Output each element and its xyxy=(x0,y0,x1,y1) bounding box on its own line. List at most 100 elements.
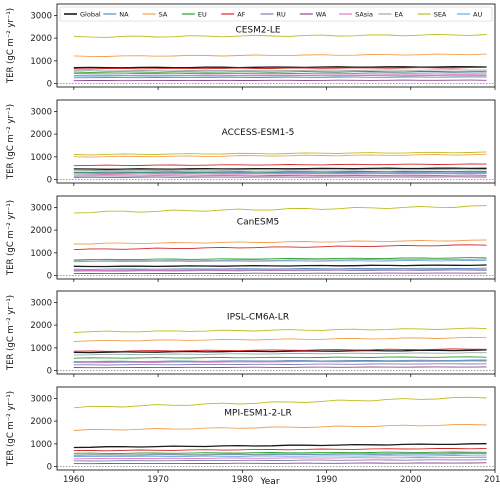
series-line-sa xyxy=(73,424,487,431)
series-line-ea xyxy=(73,69,487,72)
y-tick-label: 2000 xyxy=(30,34,52,44)
series-line-sa xyxy=(73,239,487,245)
y-axis-label: TER (gC m⁻² yr⁻¹) xyxy=(6,104,16,180)
series-line-ea xyxy=(73,258,487,262)
y-axis-label: TER (gC m⁻² yr⁻¹) xyxy=(6,200,16,276)
legend-label-sa: SA xyxy=(159,11,168,19)
y-tick-label: 1000 xyxy=(30,153,52,163)
series-line-sea xyxy=(73,327,487,333)
legend: Global NA SA EU AF RU WA SAsia EA SEA AU xyxy=(59,6,493,22)
x-tick-label: 2000 xyxy=(400,475,422,485)
panel-mpi-esm1-2-lr: 0 1000 2000 3000 1960 1970 1980 1990 2000 2010 MPI… xyxy=(6,386,500,485)
series-line-ru xyxy=(73,76,487,79)
y-axis-label: TER (gC m⁻² yr⁻¹) xyxy=(6,295,16,371)
x-tick-label: 2010 xyxy=(484,475,500,485)
y-tick-label: 3000 xyxy=(30,298,52,308)
panel-ipsl-cm6a-lr: 0 1000 2000 3000 IPSL-CM6A-LR TER (gC m⁻² yr⁻… xyxy=(6,290,496,377)
legend-label-na: NA xyxy=(119,11,129,19)
panels: 0 1000 2000 3000 CESM2-LE TER (gC m⁻² yr⁻¹) 0 1… xyxy=(6,3,500,485)
y-tick-label: 1000 xyxy=(30,344,52,354)
x-tick-label: 1990 xyxy=(316,475,338,485)
series-line-ru xyxy=(73,174,487,177)
series-line-af xyxy=(73,163,487,167)
y-axis-label: TER (gC m⁻² yr⁻¹) xyxy=(6,391,16,467)
panel-frame xyxy=(56,3,496,88)
series-line-wa xyxy=(73,79,487,82)
panel-access-esm1-5: 0 1000 2000 3000 ACCESS-ESM1-5 TER (gC m⁻² yr… xyxy=(6,99,496,186)
series-line-eu xyxy=(73,170,487,173)
series-line-ea xyxy=(73,169,487,172)
x-axis-label: Year xyxy=(259,477,279,487)
legend-label-eu: EU xyxy=(198,11,207,19)
y-tick-label: 2000 xyxy=(30,417,52,427)
legend-label-sea: SEA xyxy=(434,11,447,19)
series-line-ea xyxy=(73,452,487,456)
x-tick-label: 1960 xyxy=(63,475,85,485)
x-tick-label: 1970 xyxy=(147,475,169,485)
panel-cesm2-le: 0 1000 2000 3000 CESM2-LE TER (gC m⁻² yr⁻¹) xyxy=(6,3,496,90)
series-line-na xyxy=(73,72,487,75)
series-line-ru xyxy=(73,363,487,366)
series-line-sasia xyxy=(73,456,487,460)
y-tick-label: 1000 xyxy=(30,440,52,450)
series-line-ru xyxy=(73,269,487,272)
panel-title: CESM2-LE xyxy=(235,25,280,35)
legend-label-ea: EA xyxy=(394,11,403,19)
series-line-au xyxy=(73,259,487,263)
legend-box xyxy=(59,6,493,22)
series-line-af xyxy=(73,447,487,452)
series-line-wa xyxy=(73,462,487,465)
series-line-ea xyxy=(73,352,487,356)
series-line-na xyxy=(73,267,487,270)
series-line-sasia xyxy=(73,268,487,271)
legend-label-sasia: SAsia xyxy=(355,11,373,19)
y-tick-label: 2000 xyxy=(30,130,52,140)
y-tick-label: 0 xyxy=(47,176,52,186)
panel-title: MPI-ESM1-2-LR xyxy=(224,408,291,418)
y-tick-label: 0 xyxy=(47,367,52,377)
series-line-sa xyxy=(73,53,487,57)
series-line-af xyxy=(73,244,487,251)
x-tick-label: 1980 xyxy=(231,475,253,485)
series-line-wa xyxy=(73,272,487,275)
series-line-au xyxy=(73,360,487,363)
series-line-ru xyxy=(73,459,487,462)
series-line-eu xyxy=(73,70,487,73)
y-tick-label: 3000 xyxy=(30,394,52,404)
y-axis-label: TER (gC m⁻² yr⁻¹) xyxy=(6,8,16,84)
legend-label-af: AF xyxy=(237,11,245,19)
series-line-af xyxy=(73,66,487,70)
panel-frame xyxy=(56,290,496,375)
series-line-global xyxy=(73,264,487,268)
series-line-au xyxy=(73,172,487,175)
series-line-au xyxy=(73,455,487,458)
panel-frame xyxy=(56,386,496,471)
y-tick-label: 2000 xyxy=(30,321,52,331)
y-tick-label: 0 xyxy=(47,463,52,473)
panel-frame xyxy=(56,195,496,280)
y-tick-label: 0 xyxy=(47,272,52,282)
series-line-wa xyxy=(73,366,487,369)
series-line-au xyxy=(73,75,487,77)
legend-label-wa: WA xyxy=(316,11,327,19)
series-line-af xyxy=(73,348,487,352)
legend-label-au: AU xyxy=(473,11,482,19)
series-line-sea xyxy=(73,33,487,38)
series-line-eu xyxy=(73,451,487,454)
series-line-sasia xyxy=(73,74,487,76)
panel-frame xyxy=(56,99,496,184)
y-tick-label: 2000 xyxy=(30,226,52,236)
legend-label-global: Global xyxy=(80,11,101,19)
series-line-eu xyxy=(73,257,487,261)
series-line-sa xyxy=(73,336,487,342)
legend-label-ru: RU xyxy=(277,11,287,19)
series-line-sea xyxy=(73,151,487,156)
series-line-na xyxy=(73,453,487,456)
y-tick-label: 0 xyxy=(47,80,52,90)
series-line-global xyxy=(73,167,487,170)
series-line-sea xyxy=(73,205,487,214)
panel-title: ACCESS-ESM1-5 xyxy=(222,128,295,138)
panel-title: CanESM5 xyxy=(237,217,279,227)
series-line-eu xyxy=(73,356,487,359)
series-line-na xyxy=(73,171,487,174)
